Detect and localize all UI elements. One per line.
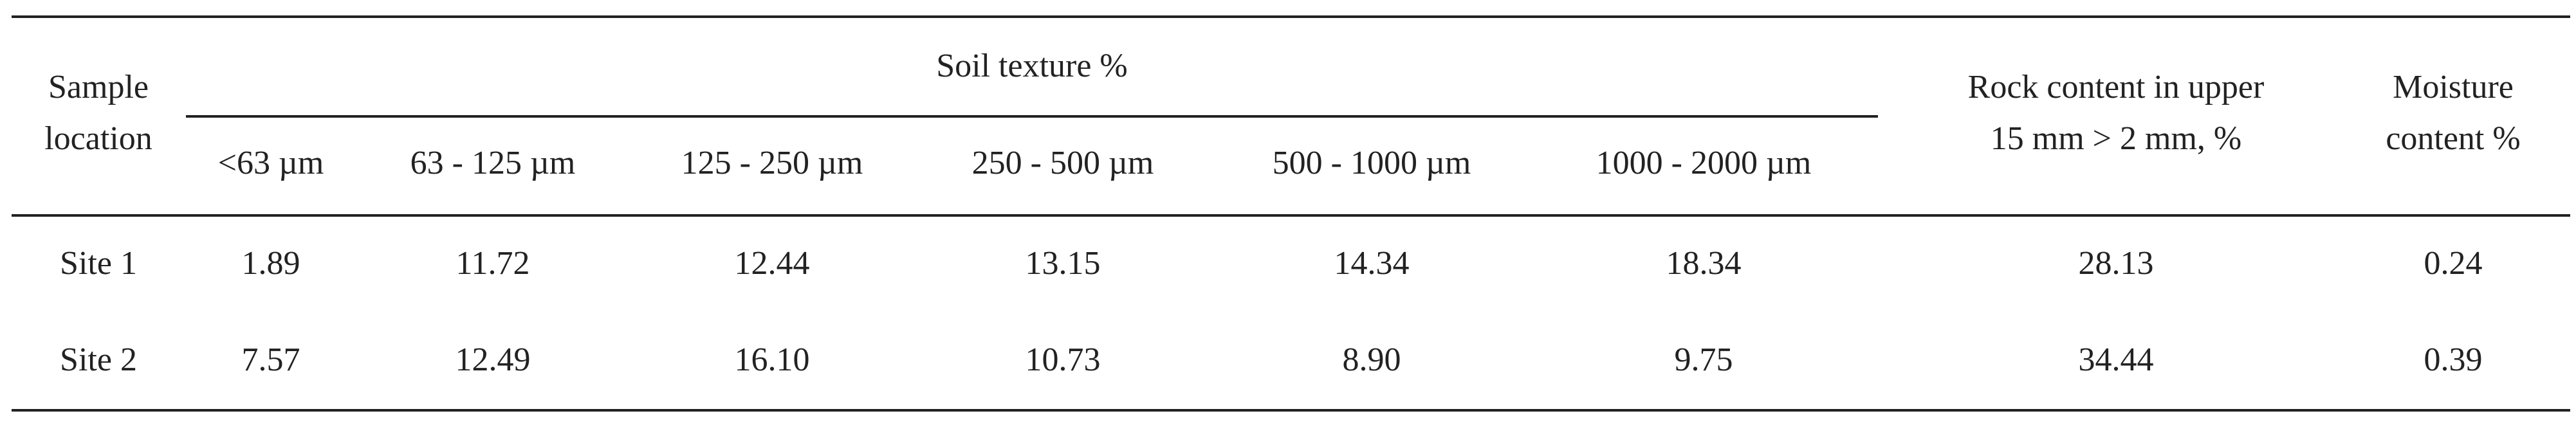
cell: 0.39 [2424, 341, 2483, 378]
header-cell: 125 - 250 µm [681, 145, 863, 181]
cell: 9.75 [1675, 341, 1733, 378]
cell: 11.72 [455, 245, 529, 282]
header-cell: Rock content in upper [1968, 69, 2265, 105]
cell: 7.57 [242, 341, 300, 378]
cell: 0.24 [2424, 245, 2483, 282]
cell: 16.10 [735, 341, 810, 378]
cell: 13.15 [1026, 245, 1101, 282]
header-cell: Moisture [2393, 69, 2514, 105]
cell: 10.73 [1026, 341, 1101, 378]
header-cell: Sample [48, 69, 149, 105]
cell: 28.13 [2079, 245, 2154, 282]
row-label: Site 1 [60, 245, 137, 282]
header-cell: 1000 - 2000 µm [1596, 145, 1812, 181]
cell: 34.44 [2079, 341, 2154, 378]
cell: 12.49 [455, 341, 531, 378]
header-cell: 63 - 125 µm [410, 145, 576, 181]
cell: 18.34 [1666, 245, 1742, 282]
header-cell: <63 µm [218, 145, 324, 181]
header-cell: 500 - 1000 µm [1273, 145, 1471, 181]
group-header: Soil texture % [936, 48, 1128, 84]
cell: 12.44 [735, 245, 810, 282]
header-cell: location [44, 120, 152, 157]
header-cell: content % [2386, 120, 2520, 157]
cell: 8.90 [1343, 341, 1401, 378]
cell: 14.34 [1334, 245, 1410, 282]
header-cell: 15 mm > 2 mm, % [1991, 120, 2241, 157]
row-label: Site 2 [60, 341, 137, 378]
header-cell: 250 - 500 µm [972, 145, 1154, 181]
cell: 1.89 [242, 245, 300, 282]
